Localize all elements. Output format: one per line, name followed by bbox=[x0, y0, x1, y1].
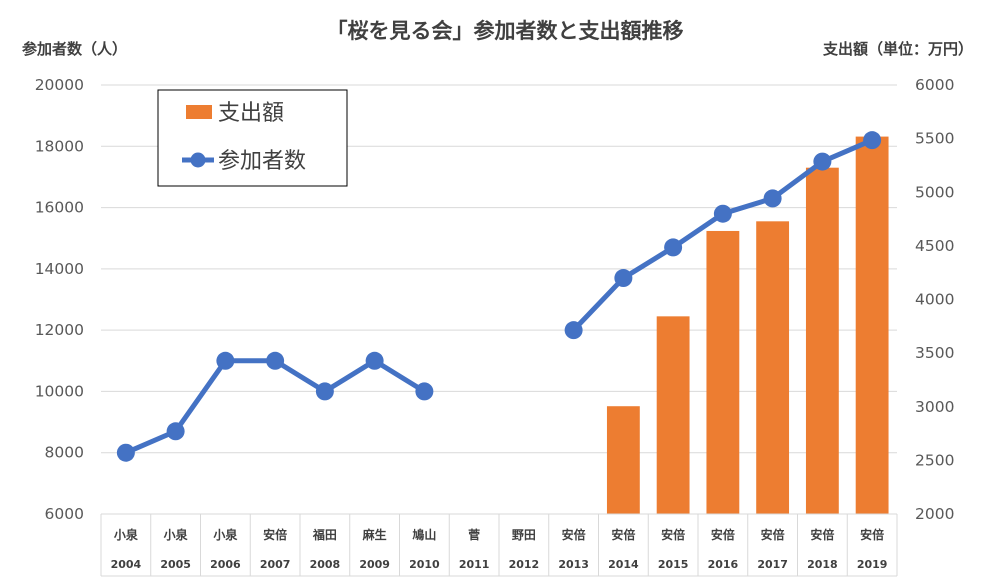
right-axis-ticks: 2000 2500 3000 3500 4000 4500 5000 5500 6000 bbox=[915, 76, 954, 523]
category-year-label: 2019 bbox=[857, 558, 888, 571]
category-label: 小泉 bbox=[164, 527, 189, 542]
category-year-label: 2016 bbox=[708, 558, 739, 571]
bar bbox=[706, 230, 740, 514]
category-year-label: 2006 bbox=[210, 558, 241, 571]
category-table: 小泉 2004 小泉 2005 小泉 2006 安倍 2007 福田 2008 麻生 2009 鳩山 20… bbox=[100, 513, 898, 577]
left-axis-title: 参加者数（人） bbox=[22, 40, 127, 58]
category-label: 小泉 bbox=[213, 527, 238, 542]
category-label: 安倍 bbox=[810, 527, 834, 542]
category-label: 鳩山 bbox=[412, 527, 436, 542]
left-tick-label: 12000 bbox=[35, 321, 84, 339]
category-year-label: 2018 bbox=[807, 558, 838, 571]
right-tick-label: 5000 bbox=[915, 183, 954, 201]
legend-line-marker bbox=[190, 152, 206, 168]
line-point bbox=[116, 443, 135, 462]
bar bbox=[855, 136, 889, 514]
right-tick-label: 2500 bbox=[915, 451, 954, 469]
right-axis-title: 支出額（単位：万円） bbox=[822, 40, 973, 58]
right-tick-label: 5500 bbox=[915, 130, 954, 148]
line-point bbox=[266, 351, 285, 370]
bar bbox=[805, 167, 839, 514]
left-tick-label: 10000 bbox=[35, 382, 84, 400]
left-axis-ticks: 6000 8000 10000 12000 14000 16000 18000 20000 bbox=[35, 76, 84, 523]
line-point bbox=[315, 382, 334, 401]
left-tick-label: 6000 bbox=[45, 505, 84, 523]
category-label: 麻生 bbox=[362, 527, 387, 542]
category-label: 安倍 bbox=[263, 527, 287, 542]
left-tick-label: 14000 bbox=[35, 260, 84, 278]
line-point bbox=[415, 382, 434, 401]
bar bbox=[606, 406, 640, 514]
line-series bbox=[116, 131, 882, 462]
line-point bbox=[564, 321, 583, 340]
category-year-label: 2015 bbox=[658, 558, 689, 571]
category-year-label: 2004 bbox=[111, 558, 142, 571]
line-point bbox=[664, 238, 683, 257]
category-year-label: 2008 bbox=[310, 558, 341, 571]
category-label: 菅 bbox=[468, 527, 480, 542]
category-year-label: 2005 bbox=[160, 558, 191, 571]
category-year-label: 2011 bbox=[459, 558, 490, 571]
legend-line-label: 参加者数 bbox=[218, 149, 306, 174]
line-point bbox=[216, 351, 235, 370]
right-tick-label: 3000 bbox=[915, 398, 954, 416]
category-year-label: 2017 bbox=[757, 558, 788, 571]
legend-bar-swatch bbox=[186, 105, 212, 119]
line-point bbox=[166, 422, 185, 441]
category-label: 安倍 bbox=[860, 527, 884, 542]
line-point bbox=[713, 204, 732, 223]
category-label: 安倍 bbox=[661, 527, 685, 542]
chart-title: 「桜を見る会」参加者数と支出額推移 bbox=[327, 19, 684, 43]
category-label: 安倍 bbox=[761, 527, 785, 542]
line-point bbox=[763, 189, 782, 208]
category-year-label: 2007 bbox=[260, 558, 291, 571]
category-label: 安倍 bbox=[611, 527, 635, 542]
right-tick-label: 6000 bbox=[915, 76, 954, 94]
left-tick-label: 18000 bbox=[35, 137, 84, 155]
right-tick-label: 4000 bbox=[915, 291, 954, 309]
left-tick-label: 16000 bbox=[35, 199, 84, 217]
line-point bbox=[863, 131, 882, 150]
left-tick-label: 20000 bbox=[35, 76, 84, 94]
category-label: 安倍 bbox=[711, 527, 735, 542]
category-label: 小泉 bbox=[114, 527, 139, 542]
legend-bar-label: 支出額 bbox=[218, 101, 284, 126]
category-year-label: 2010 bbox=[409, 558, 440, 571]
bar-series bbox=[606, 136, 889, 514]
legend: 支出額 参加者数 bbox=[157, 89, 348, 187]
category-label: 安倍 bbox=[562, 527, 586, 542]
category-label: 福田 bbox=[312, 527, 337, 542]
line-point bbox=[614, 269, 633, 288]
category-year-label: 2013 bbox=[558, 558, 589, 571]
category-year-label: 2014 bbox=[608, 558, 639, 571]
right-tick-label: 4500 bbox=[915, 237, 954, 255]
line-point bbox=[813, 152, 832, 171]
category-year-label: 2012 bbox=[509, 558, 540, 571]
bar bbox=[656, 316, 690, 514]
line-point bbox=[365, 351, 384, 370]
category-year-label: 2009 bbox=[359, 558, 390, 571]
right-tick-label: 2000 bbox=[915, 505, 954, 523]
category-label: 野田 bbox=[512, 528, 536, 542]
bar bbox=[756, 221, 790, 514]
right-tick-label: 3500 bbox=[915, 344, 954, 362]
left-tick-label: 8000 bbox=[45, 444, 84, 462]
